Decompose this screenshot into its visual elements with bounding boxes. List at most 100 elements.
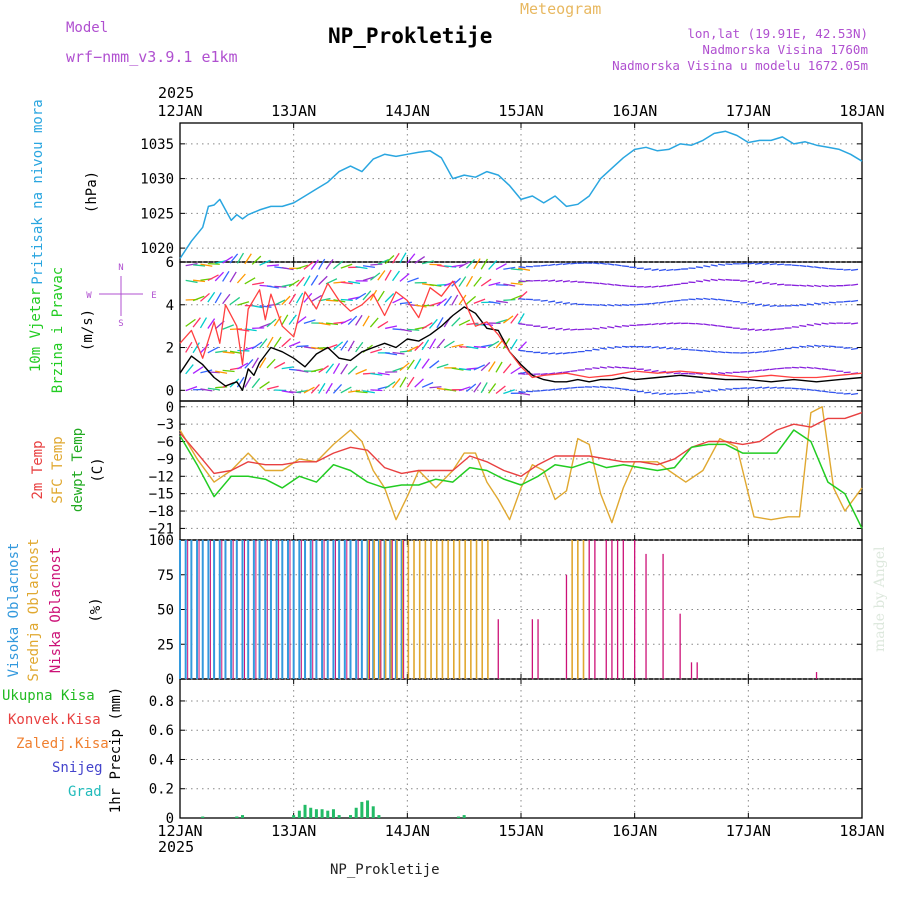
wind-arrow [828,322,836,325]
wind-arrow [806,303,814,306]
y-tick-label: 50 [157,603,174,619]
meteogram-label: Meteogram [520,0,602,18]
wind-arrow [673,372,681,375]
wind-arrow [458,367,472,371]
wind-arrow [289,390,302,394]
precip-bar [326,810,330,818]
wind-arrow [806,284,814,288]
wind-arrow [340,318,352,325]
temp-axis-title-a: 2m Temp [30,440,46,499]
wind-arrow [207,274,219,282]
wind-arrow [495,385,506,394]
wind-arrow [355,314,363,326]
wind-arrow [332,383,343,394]
wind-arrow [451,367,464,371]
wind-arrow [443,340,455,349]
compass-s: S [118,319,123,329]
y-tick-label: −9 [157,452,174,468]
wind-arrow [614,387,622,390]
wind-arrow [769,262,777,266]
wind-arrow [850,268,859,271]
cloud-axis-title-b: Srednja Oblacnost [26,538,42,681]
wind-arrow [777,367,785,370]
wind-arrow [747,302,755,305]
wind-arrow [570,328,578,331]
wind-arrow [777,386,785,389]
wind-arrow [651,346,659,349]
panel-frame-precip [179,678,863,819]
wind-arrow [814,322,822,326]
wind-arrow [355,341,364,353]
wind-arrow [614,366,622,369]
wind-arrow [207,318,216,329]
precip-bar [309,807,313,818]
wind-arrow [303,386,315,394]
precip-bar [331,809,335,818]
wind-arrow [555,263,563,266]
wind-arrow [666,268,674,272]
wind-arrow [347,365,358,375]
wind-arrow [562,262,570,266]
wind-arrow [377,258,390,265]
wind-arrow [518,372,526,375]
wind-arrow [658,322,667,325]
wind-arrow [340,298,353,301]
wind-arrow [340,363,349,375]
wind-arrow [473,345,486,349]
wind-arrow [429,360,440,369]
wind-arrow [384,255,395,265]
wind-arrow [850,392,859,396]
wind-arrow [777,305,785,307]
wind-arrow [754,369,763,372]
wind-arrow [502,338,511,349]
wind-arrow [806,265,814,268]
wind-arrow [355,265,368,270]
wind-arrow [703,265,711,268]
wind-arrow [821,344,829,348]
wind-arrow [215,370,228,374]
wind-arrow [548,388,556,391]
wind-arrow [473,382,482,393]
dewpt-line [179,429,863,529]
wind-arrow [548,372,556,375]
wind-arrow [754,328,763,332]
wind-arrow [695,349,703,352]
wind-arrow [273,315,282,327]
wind-arrow [370,372,383,376]
wind-arrow [718,350,726,354]
y-tick-label: −6 [157,435,174,451]
wind-arrow [200,369,213,374]
wind-arrow [207,387,220,391]
wind-arrow [488,340,500,348]
wind-arrow [548,279,556,282]
wind-arrow [237,328,250,332]
wind-arrow [192,317,201,328]
wind-arrow [281,338,292,348]
wind-arrow [828,345,836,348]
wind-arrow [562,351,570,355]
wind-arrow [273,336,282,348]
wind-arrow [251,378,261,389]
wind-arrow [303,275,311,287]
wind-arrow [436,317,444,329]
wind-arrow [725,351,733,354]
wind-arrow [599,303,607,307]
wind-arrow [695,372,703,375]
wind-arrow [814,389,822,392]
wind-arrow [703,323,711,326]
wind-arrow [599,262,607,265]
wind-arrow [828,301,836,304]
wind-arrow [806,323,814,327]
wind-arrow [607,366,615,369]
pressure-axis-title: Pritisak na nivou mora [30,99,46,284]
wind-arrow [362,276,375,282]
wind-arrow [259,305,272,308]
wind-arrow [510,313,519,324]
wind-arrow [673,268,681,271]
wind-arrow [222,369,235,373]
wind-arrow [244,253,252,265]
precip-bar [456,816,460,818]
wind-arrow [473,276,482,287]
precip-bar [462,815,466,818]
wind-arrow [777,327,785,330]
